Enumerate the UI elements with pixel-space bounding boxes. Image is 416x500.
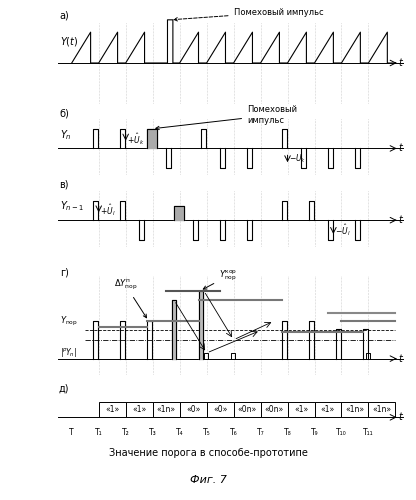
Text: T₆: T₆ (230, 428, 238, 438)
Text: t: t (398, 354, 402, 364)
Text: «1»: «1» (132, 405, 146, 414)
Text: Помеховый
импульс: Помеховый импульс (156, 106, 297, 130)
Text: д): д) (59, 384, 69, 394)
Text: $Y_{\text{пор}}$: $Y_{\text{пор}}$ (59, 314, 77, 328)
Text: t: t (398, 144, 402, 154)
Text: Фиг. 7: Фиг. 7 (190, 475, 226, 485)
Text: t: t (398, 215, 402, 225)
Text: «1n»: «1n» (372, 405, 391, 414)
Text: $+\hat{U}_l$: $+\hat{U}_l$ (100, 202, 116, 218)
Bar (314, 402, 342, 417)
Bar (233, 402, 260, 417)
Text: «0n»: «0n» (238, 405, 257, 414)
Text: $-U_k$: $-U_k$ (289, 152, 306, 164)
Text: а): а) (59, 10, 69, 20)
Bar (180, 402, 207, 417)
Text: t: t (398, 412, 402, 422)
Text: T₇: T₇ (257, 428, 264, 438)
Text: «0»: «0» (186, 405, 200, 414)
Text: Значение порога в способе-прототипе: Значение порога в способе-прототипе (109, 448, 307, 458)
Text: «0»: «0» (213, 405, 227, 414)
Text: «1»: «1» (321, 405, 335, 414)
Bar (153, 402, 180, 417)
Text: «1n»: «1n» (156, 405, 176, 414)
Text: «0n»: «0n» (265, 405, 284, 414)
Text: t: t (398, 58, 402, 68)
Text: T₄: T₄ (176, 428, 183, 438)
Text: $Y(t)$: $Y(t)$ (59, 35, 78, 48)
Bar (287, 402, 314, 417)
Text: $-\hat{U}_l$: $-\hat{U}_l$ (335, 222, 350, 238)
Text: б): б) (59, 108, 69, 118)
Text: «1»: «1» (105, 405, 119, 414)
Text: T₂: T₂ (122, 428, 129, 438)
Bar (342, 402, 369, 417)
Text: «1n»: «1n» (345, 405, 364, 414)
Text: $Y_n$: $Y_n$ (59, 128, 72, 141)
Text: $|^p\!Y_n|$: $|^p\!Y_n|$ (59, 346, 77, 360)
Text: T₈: T₈ (284, 428, 291, 438)
Text: $+\hat{U}_k$: $+\hat{U}_k$ (127, 131, 144, 146)
Text: $Y_{\text{пор}}^{\text{кор}}$: $Y_{\text{пор}}^{\text{кор}}$ (203, 269, 238, 289)
Bar (369, 402, 396, 417)
Text: в): в) (59, 180, 69, 190)
Text: T: T (69, 428, 74, 438)
Text: T₃: T₃ (149, 428, 156, 438)
Text: $Y_{n-1}$: $Y_{n-1}$ (59, 200, 84, 213)
Text: T₁: T₁ (95, 428, 102, 438)
Bar (126, 402, 153, 417)
Text: T₉: T₉ (311, 428, 318, 438)
Text: $\Delta Y_{\text{пор}}^{\text{п}}$: $\Delta Y_{\text{пор}}^{\text{п}}$ (114, 278, 146, 318)
Bar (260, 402, 287, 417)
Text: Помеховый импульс: Помеховый импульс (174, 8, 323, 21)
Bar (207, 402, 233, 417)
Text: г): г) (60, 267, 69, 277)
Text: «1»: «1» (294, 405, 308, 414)
Text: T₁₁: T₁₁ (363, 428, 374, 438)
Text: T₅: T₅ (203, 428, 210, 438)
Bar (99, 402, 126, 417)
Text: T₁₀: T₁₀ (336, 428, 347, 438)
